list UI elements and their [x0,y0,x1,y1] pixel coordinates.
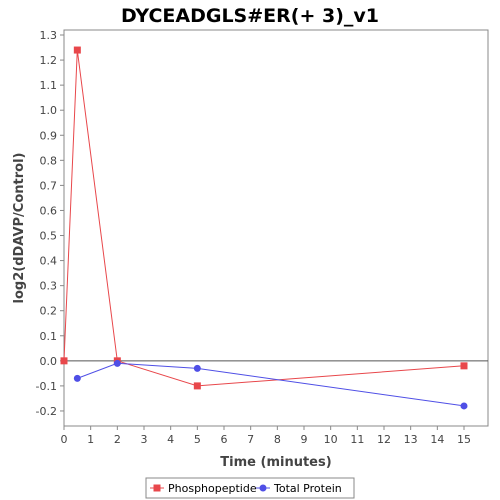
legend-box [145,477,355,499]
y-tick-label: -0.2 [36,405,57,418]
y-axis-label: log2(dDAVP/Control) [12,153,27,304]
plot-area [63,29,489,427]
x-tick-label: 3 [141,433,148,446]
legend-marker-circle [259,484,267,492]
chart-title: DYCEADGLS#ER(+ 3)_v1 [121,5,379,27]
y-tick-label: 1.3 [40,29,58,42]
x-axis: 0 1 2 3 4 5 6 7 8 9 10 11 12 13 14 15 [61,426,471,446]
x-tick-label: 1 [87,433,94,446]
data-point-square [60,357,68,365]
x-axis-label: Time (minutes) [220,455,331,470]
x-tick-label: 2 [114,433,121,446]
x-tick-label: 4 [167,433,174,446]
x-tick-label: 11 [350,433,364,446]
y-tick-label: 0.3 [40,280,58,293]
data-point-circle [460,402,468,410]
data-point-square [460,362,468,370]
y-tick-label: 0.1 [40,330,58,343]
legend: Phosphopeptide Total Protein [145,477,355,499]
x-tick-label: 8 [274,433,281,446]
x-tick-label: 5 [194,433,201,446]
x-tick-label: 15 [457,433,471,446]
y-tick-label: 0.6 [40,204,58,217]
y-axis: -0.2 -0.1 0.0 0.1 0.2 0.3 0.4 0.5 0.6 0.7 0.8 0.9 1.… [36,29,64,418]
y-tick-label: 0.0 [40,355,58,368]
y-tick-label: 1.0 [40,104,58,117]
data-point-square [73,46,81,54]
x-tick-label: 6 [221,433,228,446]
x-tick-label: 10 [324,433,338,446]
data-point-square [193,382,201,390]
y-tick-label: 0.9 [40,129,58,142]
y-tick-label: 0.5 [40,230,58,243]
x-tick-label: 14 [430,433,444,446]
x-tick-label: 9 [301,433,308,446]
y-tick-label: 0.4 [40,255,58,268]
legend-label: Total Protein [273,482,342,495]
y-tick-label: 0.2 [40,305,58,318]
legend-label: Phosphopeptide [168,482,257,495]
y-tick-label: 0.8 [40,154,58,167]
x-tick-label: 0 [61,433,68,446]
series-layer [60,46,468,410]
x-tick-label: 7 [247,433,254,446]
data-point-circle [113,359,121,367]
data-point-circle [73,374,81,382]
y-tick-label: -0.1 [36,380,57,393]
y-tick-label: 0.7 [40,179,58,192]
data-point-circle [193,364,201,372]
legend-marker-square [153,484,161,492]
x-tick-label: 13 [404,433,418,446]
series-line-2 [77,362,465,407]
x-tick-label: 12 [377,433,391,446]
y-tick-label: 1.2 [40,54,58,67]
y-tick-label: 1.1 [40,79,58,92]
